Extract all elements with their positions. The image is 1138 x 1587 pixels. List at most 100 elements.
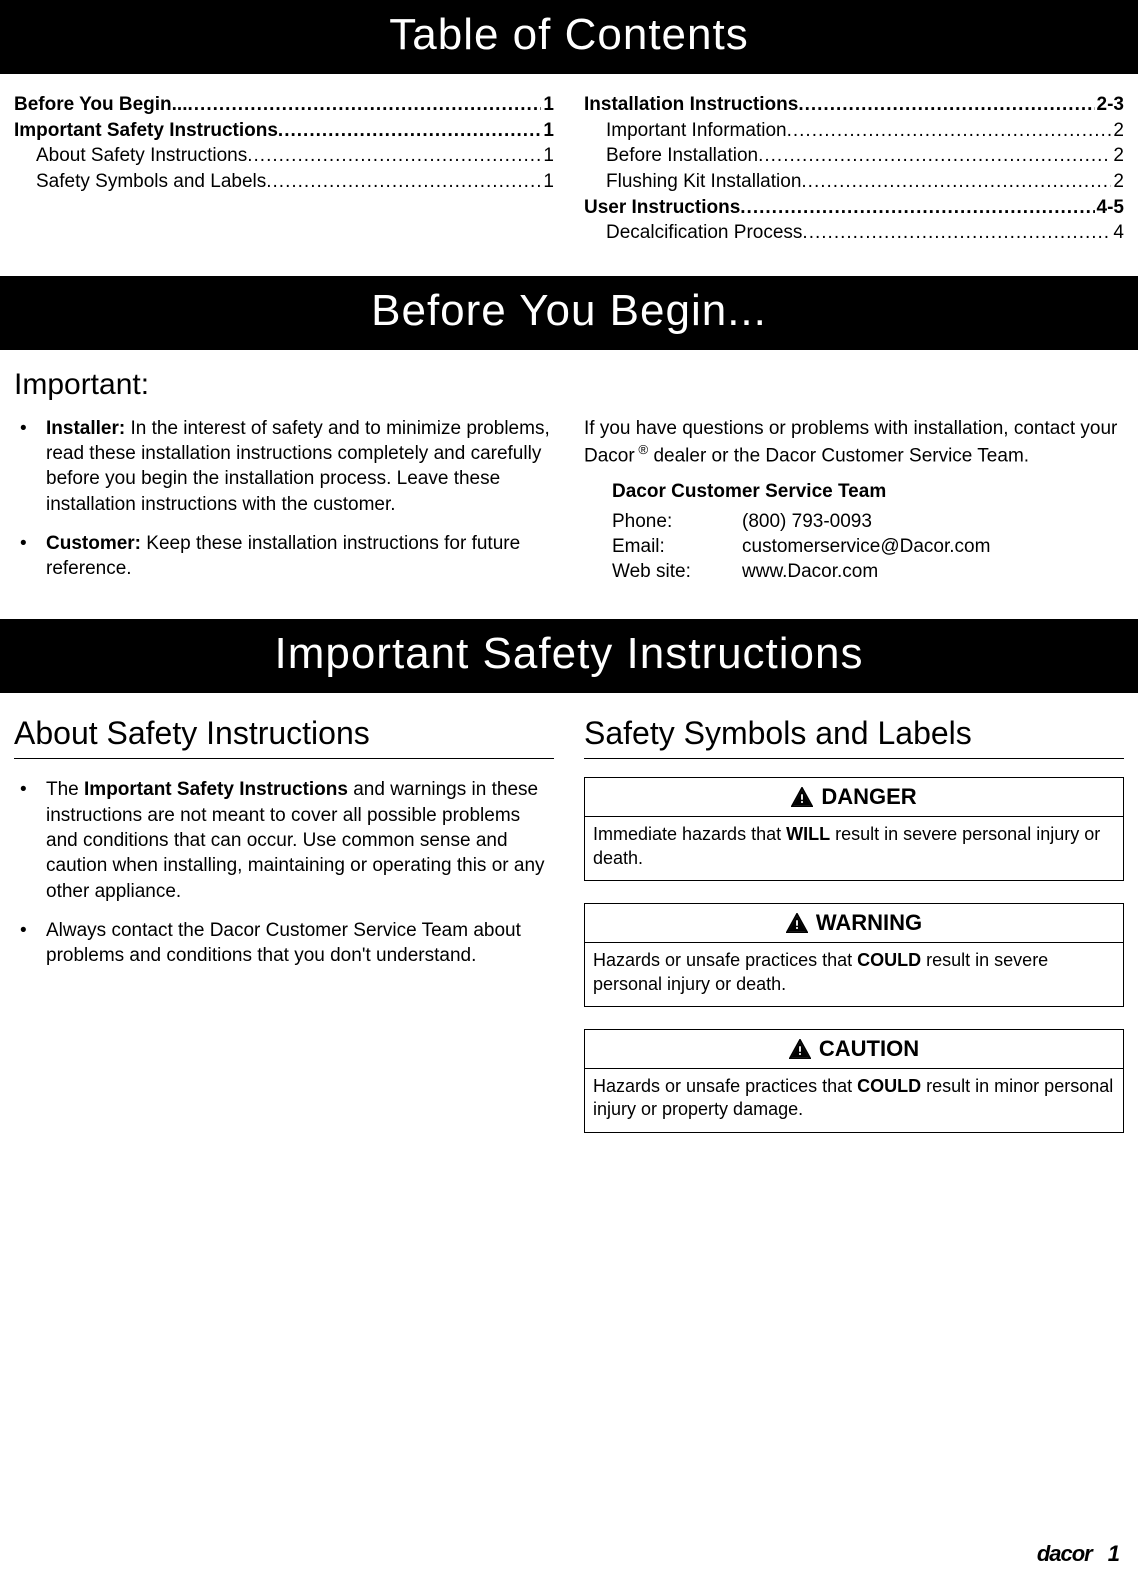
- list-item: Installer: In the interest of safety and…: [14, 416, 554, 517]
- safety-body-pre: Immediate hazards that: [593, 824, 786, 844]
- safety-body-pre: Hazards or unsafe practices that: [593, 950, 857, 970]
- toc-label: Flushing Kit Installation: [606, 169, 801, 195]
- toc-row: User Instructions 4-5: [584, 195, 1124, 221]
- toc-row: Important Safety Instructions 1: [14, 118, 554, 144]
- safety-body-pre: Hazards or unsafe practices that: [593, 1076, 857, 1096]
- bullet-bold: Important Safety Instructions: [84, 779, 348, 800]
- safety-box-head: DANGER: [585, 778, 1123, 817]
- safety-body-bold: COULD: [857, 1076, 921, 1096]
- toc-page: 2-3: [1095, 92, 1124, 118]
- about-title: About Safety Instructions: [14, 715, 554, 759]
- contact-value: customerservice@Dacor.com: [742, 534, 990, 559]
- safety-boxes: DANGER Immediate hazards that WILL result…: [584, 777, 1124, 1132]
- toc-page: 4-5: [1095, 195, 1124, 221]
- about-bullets: The Important Safety Instructions and wa…: [14, 777, 554, 968]
- toc-page: 1: [541, 169, 554, 195]
- bullet-lead: Customer:: [46, 533, 141, 554]
- brand-logo: dacor: [1037, 1541, 1092, 1567]
- before-columns: Installer: In the interest of safety and…: [10, 416, 1128, 620]
- safety-body-bold: COULD: [857, 950, 921, 970]
- toc-page: 1: [541, 92, 554, 118]
- list-item: The Important Safety Instructions and wa…: [14, 777, 554, 903]
- toc-dots: [802, 220, 1111, 246]
- before-header: Before You Begin...: [0, 276, 1138, 350]
- toc-page: 2: [1111, 169, 1124, 195]
- toc-dots: [758, 143, 1111, 169]
- toc-label: Important Information: [606, 118, 787, 144]
- toc-page: 2: [1111, 143, 1124, 169]
- toc-label: User Instructions: [584, 195, 740, 221]
- safety-columns: About Safety Instructions The Important …: [10, 693, 1128, 1178]
- bullet-pre: The: [46, 779, 84, 800]
- toc-page: 1: [541, 118, 554, 144]
- toc-page: 1: [541, 143, 554, 169]
- warning-triangle-icon: [791, 787, 813, 807]
- toc-label: About Safety Instructions: [36, 143, 247, 169]
- safety-box: CAUTION Hazards or unsafe practices that …: [584, 1029, 1124, 1133]
- toc-label: Installation Instructions: [584, 92, 798, 118]
- toc-row: Decalcification Process 4: [584, 220, 1124, 246]
- list-item: Customer: Keep these installation instru…: [14, 531, 554, 582]
- contact-row: Phone:(800) 793-0093: [612, 509, 1124, 534]
- toc-row: Safety Symbols and Labels 1: [14, 169, 554, 195]
- page-footer: dacor 1: [1037, 1541, 1120, 1567]
- toc-row: Before Installation 2: [584, 143, 1124, 169]
- contact-key: Web site:: [612, 559, 742, 584]
- about-col: About Safety Instructions The Important …: [14, 715, 554, 1154]
- contact-table: Phone:(800) 793-0093Email:customerservic…: [584, 509, 1124, 585]
- labels-title: Safety Symbols and Labels: [584, 715, 1124, 759]
- safety-box-body: Hazards or unsafe practices that COULD r…: [585, 943, 1123, 1006]
- contact-row: Email:customerservice@Dacor.com: [612, 534, 1124, 559]
- page-number: 1: [1108, 1541, 1120, 1567]
- toc-row: Installation Instructions 2-3: [584, 92, 1124, 118]
- toc-page: 4: [1111, 220, 1124, 246]
- contact-intro: If you have questions or problems with i…: [584, 416, 1124, 469]
- safety-body-bold: WILL: [786, 824, 830, 844]
- toc-row: Flushing Kit Installation 2: [584, 169, 1124, 195]
- contact-key: Phone:: [612, 509, 742, 534]
- toc-dots: [798, 92, 1094, 118]
- bullet-post: Always contact the Dacor Customer Servic…: [46, 920, 521, 966]
- toc-page: 2: [1111, 118, 1124, 144]
- toc-header: Table of Contents: [0, 0, 1138, 74]
- toc-label: Important Safety Instructions: [14, 118, 278, 144]
- contact-row: Web site:www.Dacor.com: [612, 559, 1124, 584]
- before-left-col: Installer: In the interest of safety and…: [14, 416, 554, 596]
- contact-heading: Dacor Customer Service Team: [584, 481, 1124, 503]
- safety-box-head: WARNING: [585, 904, 1123, 943]
- labels-col: Safety Symbols and Labels DANGER Immediat…: [584, 715, 1124, 1154]
- toc-dots: [787, 118, 1112, 144]
- toc-right-col: Installation Instructions2-3Important In…: [584, 92, 1124, 246]
- contact-value: www.Dacor.com: [742, 559, 878, 584]
- safety-header: Important Safety Instructions: [0, 619, 1138, 693]
- toc-dots: [801, 169, 1111, 195]
- safety-box-label: CAUTION: [819, 1036, 919, 1062]
- before-right-col: If you have questions or problems with i…: [584, 416, 1124, 596]
- safety-box-body: Immediate hazards that WILL result in se…: [585, 817, 1123, 880]
- toc-dots: [247, 143, 541, 169]
- safety-box: DANGER Immediate hazards that WILL result…: [584, 777, 1124, 881]
- toc-row: About Safety Instructions 1: [14, 143, 554, 169]
- safety-box-head: CAUTION: [585, 1030, 1123, 1069]
- toc-row: Important Information 2: [584, 118, 1124, 144]
- warning-triangle-icon: [789, 1039, 811, 1059]
- toc-row: Before You Begin... 1: [14, 92, 554, 118]
- contact-intro-post: dealer or the Dacor Customer Service Tea…: [648, 445, 1029, 466]
- important-label: Important:: [10, 350, 1128, 416]
- toc-label: Before Installation: [606, 143, 758, 169]
- contact-value: (800) 793-0093: [742, 509, 872, 534]
- toc-label: Safety Symbols and Labels: [36, 169, 266, 195]
- toc-dots: [266, 169, 541, 195]
- toc-dots: [740, 195, 1094, 221]
- safety-box-label: DANGER: [821, 784, 916, 810]
- toc-left-col: Before You Begin... 1Important Safety In…: [14, 92, 554, 246]
- warning-triangle-icon: [786, 913, 808, 933]
- before-bullets: Installer: In the interest of safety and…: [14, 416, 554, 582]
- contact-key: Email:: [612, 534, 742, 559]
- safety-box-body: Hazards or unsafe practices that COULD r…: [585, 1069, 1123, 1132]
- toc-label: Decalcification Process: [606, 220, 802, 246]
- toc-dots: [188, 92, 542, 118]
- safety-box: WARNINGHazards or unsafe practices that …: [584, 903, 1124, 1007]
- toc-columns: Before You Begin... 1Important Safety In…: [10, 74, 1128, 276]
- toc-label: Before You Begin...: [14, 92, 188, 118]
